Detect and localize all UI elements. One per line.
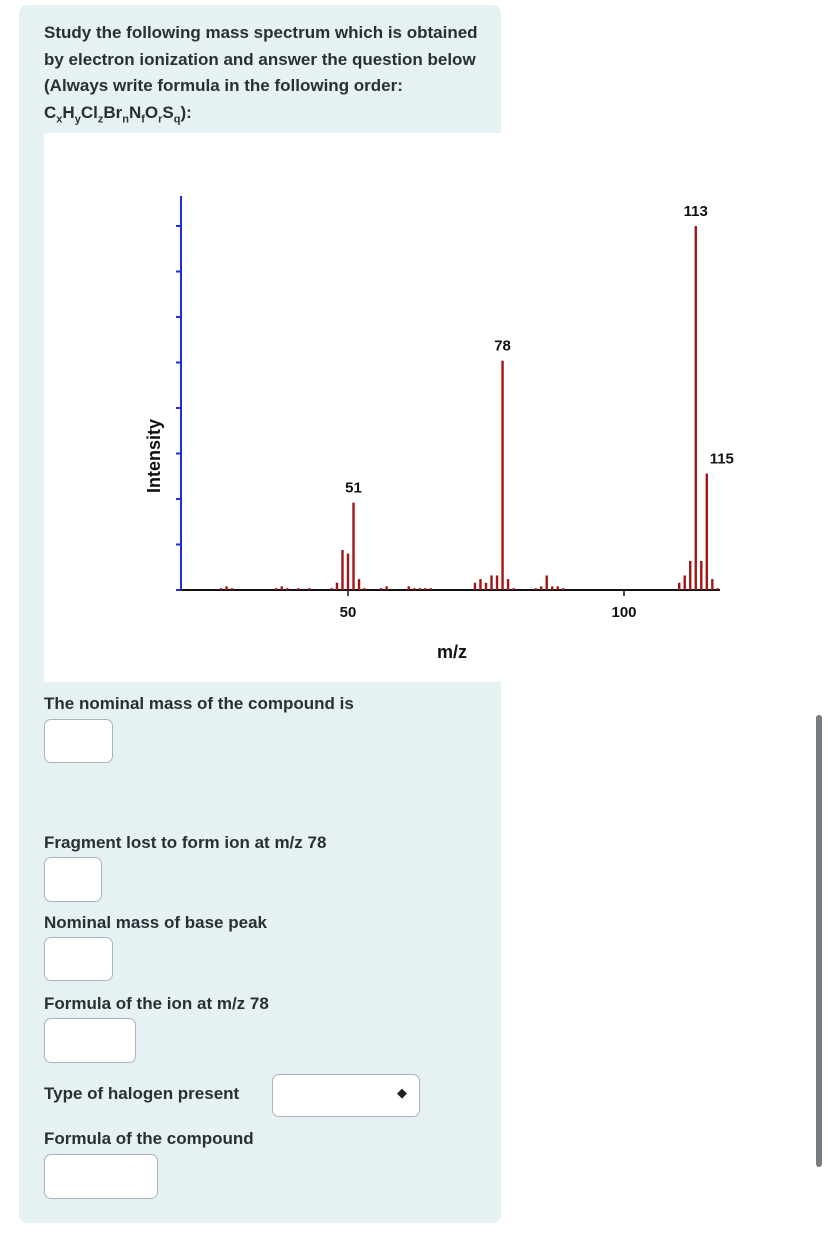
formula-element: O [144, 102, 159, 122]
chart-peaks [219, 226, 720, 590]
peak-bar [286, 588, 289, 590]
page-scrollbar[interactable] [816, 715, 822, 1167]
peak-bar [418, 588, 421, 590]
formula-compound-input[interactable] [44, 1154, 158, 1199]
formula-order: CxHyClzBrnNfOrSq [44, 102, 181, 125]
peak-bar [308, 588, 311, 590]
peak-bar [479, 579, 482, 590]
chart-axes: 50 100 [176, 196, 720, 621]
formula-subscript: y [74, 112, 81, 125]
formula-ion-label: Formula of the ion at m/z 78 [44, 994, 269, 1013]
peak-bar [335, 582, 339, 590]
peak-label: 78 [494, 338, 511, 355]
peak-bar [534, 588, 537, 590]
peak-bar [413, 588, 416, 590]
peak-bar [678, 582, 681, 590]
prompt-text: Study the following mass spectrum which … [44, 23, 478, 95]
peak-bar [501, 360, 504, 590]
peak-bar [297, 588, 300, 590]
formula-subscript: r [158, 112, 163, 125]
peak-bar [506, 579, 510, 590]
nominal-mass-label: The nominal mass of the compound is [44, 694, 354, 713]
peak-label: 113 [684, 203, 708, 220]
peak-bar [562, 588, 565, 590]
peak-bar [219, 588, 223, 590]
formula-element: N [128, 102, 142, 122]
peak-label: 51 [345, 480, 362, 497]
nominal-mass-input[interactable] [44, 719, 113, 763]
formula-element: S [162, 102, 174, 122]
peak-bar [330, 588, 333, 590]
formula-subscript: f [141, 112, 145, 125]
peak-bar [363, 588, 366, 590]
peak-bar [429, 588, 432, 590]
prompt-end: ): [180, 102, 192, 122]
peak-bar [716, 588, 720, 590]
halogen-label: Type of halogen present [44, 1084, 240, 1103]
peak-bar [490, 575, 493, 590]
up-down-chevron-icon: ◆ [397, 1086, 407, 1101]
peak-bar [551, 586, 554, 590]
base-peak-label: Nominal mass of base peak [44, 913, 267, 932]
peak-bar [473, 582, 477, 590]
peak-bar [683, 575, 686, 590]
peak-bar [484, 582, 488, 590]
peak-bar [346, 553, 350, 590]
peak-bar [385, 586, 388, 590]
peak-label: 115 [710, 451, 734, 468]
peak-bar [512, 588, 515, 590]
formula-element: Br [103, 102, 123, 122]
formula-compound-label: Formula of the compound [44, 1129, 254, 1148]
peak-bar [379, 588, 383, 590]
peak-bar [694, 226, 697, 590]
peak-bar [352, 502, 355, 590]
peak-bar [341, 549, 344, 590]
peak-bar [424, 588, 427, 590]
base-peak-input[interactable] [44, 937, 113, 981]
peak-bar [230, 588, 234, 590]
question-prompt: Study the following mass spectrum which … [44, 20, 484, 132]
x-tick-label: 100 [611, 604, 636, 621]
formula-element: C [44, 102, 57, 122]
x-axis-label: m/z [437, 642, 467, 662]
peak-bar [225, 586, 228, 590]
peak-bar [705, 473, 708, 590]
y-axis-label: Intensity [144, 419, 164, 493]
chart-peak-labels: 51 78 113 115 [345, 203, 734, 497]
peak-bar [711, 579, 714, 590]
peak-bar [357, 579, 361, 590]
formula-element: Cl [80, 102, 98, 122]
fragment-lost-input[interactable] [44, 857, 102, 902]
peak-bar [280, 586, 283, 590]
formula-subscript: q [173, 112, 181, 125]
peak-bar [540, 586, 543, 590]
formula-element: H [62, 102, 75, 122]
peak-bar [495, 575, 499, 590]
fragment-lost-label: Fragment lost to form ion at m/z 78 [44, 833, 327, 852]
peak-bar [689, 560, 692, 590]
peak-bar [407, 586, 410, 590]
peak-bar [556, 586, 559, 590]
formula-subscript: n [122, 112, 129, 125]
formula-subscript: z [97, 112, 104, 125]
x-tick-label: 50 [340, 604, 357, 621]
peak-bar [700, 560, 703, 590]
formula-ion-input[interactable] [44, 1018, 136, 1063]
mass-spectrum-chart: Intensity m/z 50 100 51 78 113 115 [44, 133, 828, 682]
mass-spectrum-svg: Intensity m/z 50 100 51 78 113 115 [144, 196, 734, 662]
formula-subscript: x [56, 112, 63, 125]
peak-bar [545, 575, 548, 590]
peak-bar [275, 588, 278, 590]
halogen-select[interactable]: ◆ [272, 1074, 420, 1117]
